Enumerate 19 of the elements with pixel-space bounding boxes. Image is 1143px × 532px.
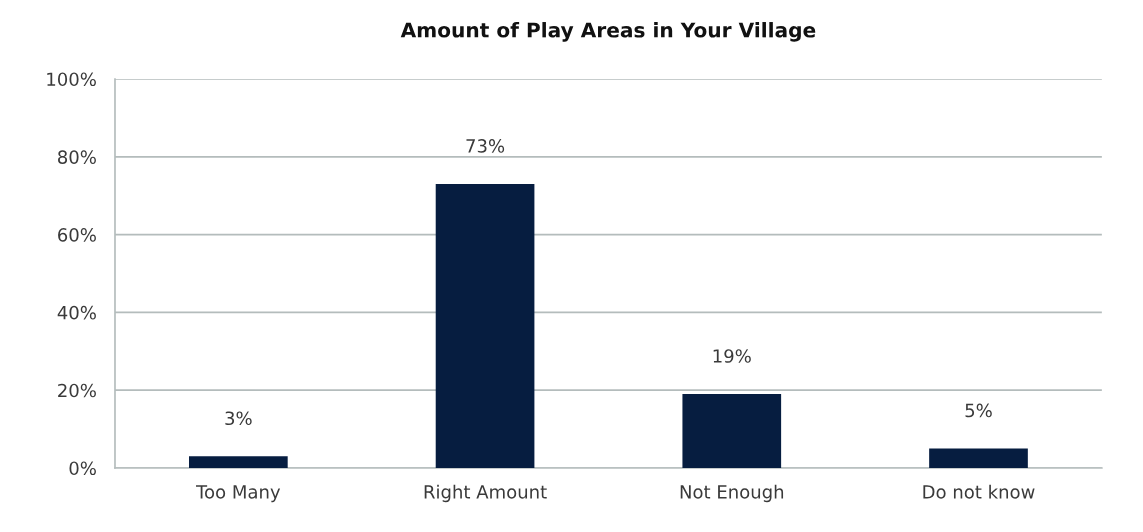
x-tick-label: Not Enough (680, 484, 784, 503)
bar (189, 456, 288, 468)
x-tick-label: Too Many (196, 485, 281, 503)
data-label: 73% (466, 139, 505, 153)
x-tick-label: Right Amount (424, 484, 547, 503)
y-tick-label: 60% (58, 228, 96, 242)
y-tick-label: 0% (69, 461, 96, 476)
data-label: 5% (965, 403, 992, 418)
y-tick-label: 100% (47, 72, 96, 87)
bar (435, 184, 535, 468)
data-label: 3% (225, 411, 252, 426)
bar (929, 448, 1028, 468)
y-tick-label: 80% (58, 150, 96, 164)
bar (682, 394, 782, 468)
y-tick-label: 20% (58, 383, 96, 398)
y-tick-label: 40% (57, 305, 96, 320)
chart-title: Amount of Play Areas in Your Village (400, 22, 816, 42)
data-label: 19% (713, 349, 751, 363)
x-tick-label: Do not know (923, 484, 1035, 499)
